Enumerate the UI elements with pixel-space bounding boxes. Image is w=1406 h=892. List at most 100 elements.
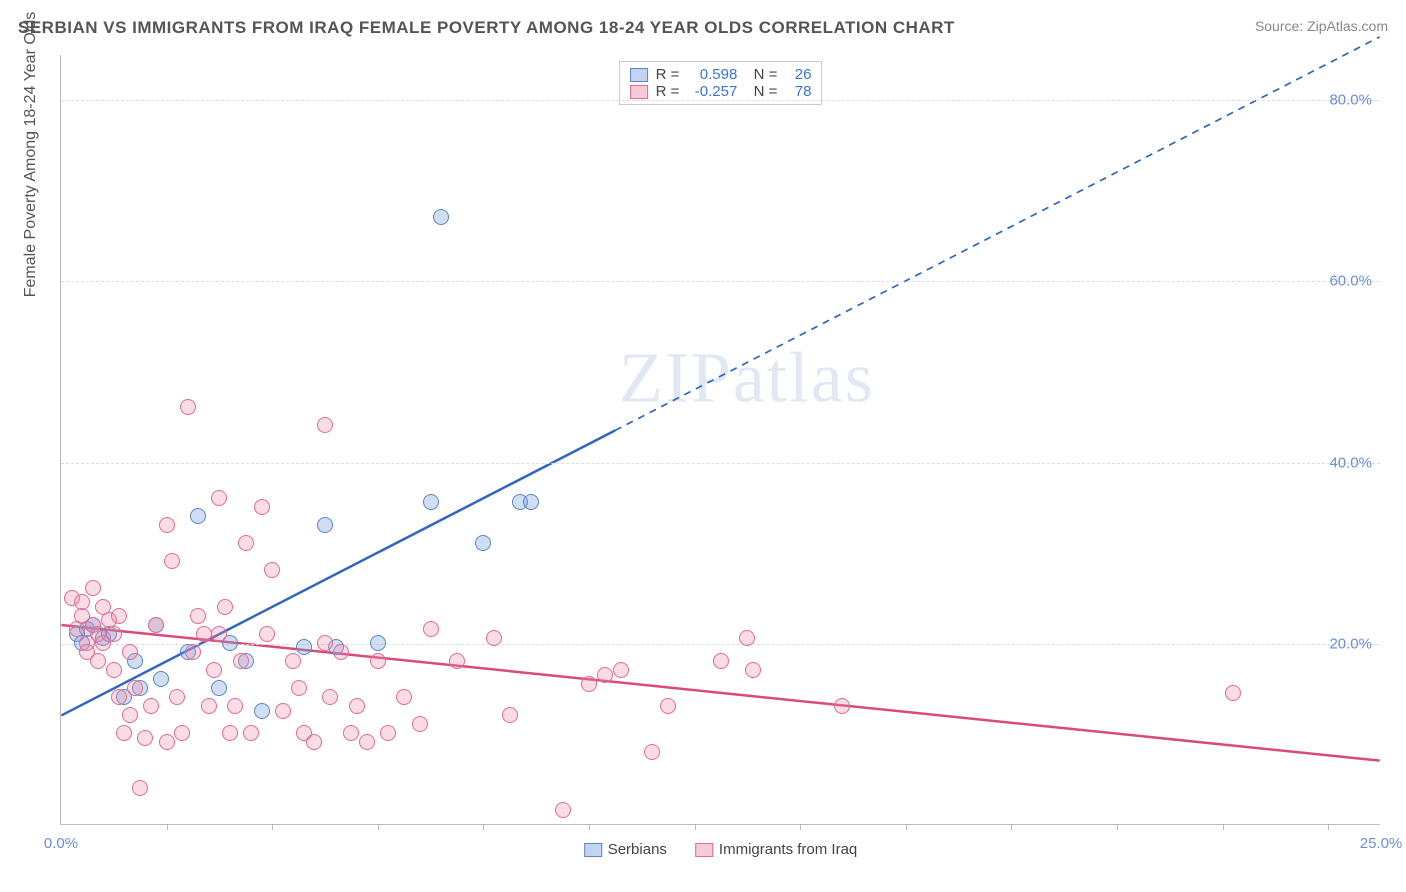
data-point — [486, 630, 502, 646]
gridline-h — [61, 100, 1380, 101]
x-minor-tick — [1223, 824, 1224, 830]
data-point — [211, 490, 227, 506]
gridline-h — [61, 281, 1380, 282]
data-point — [449, 653, 465, 669]
data-point — [222, 725, 238, 741]
data-point — [106, 662, 122, 678]
y-tick-label: 40.0% — [1329, 454, 1372, 471]
data-point — [317, 635, 333, 651]
data-point — [159, 517, 175, 533]
data-point — [713, 653, 729, 669]
data-point — [412, 716, 428, 732]
data-point — [275, 703, 291, 719]
data-point — [122, 707, 138, 723]
source-label: Source: ZipAtlas.com — [1255, 18, 1388, 34]
data-point — [370, 653, 386, 669]
data-point — [660, 698, 676, 714]
y-axis-title: Female Poverty Among 18-24 Year Olds — [22, 12, 40, 298]
data-point — [111, 689, 127, 705]
x-minor-tick — [272, 824, 273, 830]
x-tick-label: 25.0% — [1360, 835, 1403, 852]
data-point — [211, 680, 227, 696]
data-point — [233, 653, 249, 669]
data-point — [143, 698, 159, 714]
data-point — [254, 703, 270, 719]
legend-item-serbians: Serbians — [584, 841, 667, 858]
y-tick-label: 60.0% — [1329, 273, 1372, 290]
legend-swatch-pink — [695, 843, 713, 857]
data-point — [523, 494, 539, 510]
data-point — [90, 653, 106, 669]
data-point — [349, 698, 365, 714]
data-point — [433, 209, 449, 225]
x-minor-tick — [695, 824, 696, 830]
legend-item-iraq: Immigrants from Iraq — [695, 841, 857, 858]
data-point — [317, 517, 333, 533]
y-tick-label: 20.0% — [1329, 635, 1372, 652]
data-point — [106, 626, 122, 642]
data-point — [243, 725, 259, 741]
data-point — [613, 662, 629, 678]
data-point — [211, 626, 227, 642]
data-point — [396, 689, 412, 705]
x-minor-tick — [906, 824, 907, 830]
gridline-h — [61, 463, 1380, 464]
x-minor-tick — [483, 824, 484, 830]
data-point — [127, 680, 143, 696]
data-point — [201, 698, 217, 714]
data-point — [74, 594, 90, 610]
data-point — [132, 780, 148, 796]
data-point — [285, 653, 301, 669]
data-point — [296, 639, 312, 655]
data-point — [322, 689, 338, 705]
data-point — [423, 621, 439, 637]
data-point — [180, 399, 196, 415]
data-point — [185, 644, 201, 660]
y-tick-label: 80.0% — [1329, 92, 1372, 109]
data-point — [254, 499, 270, 515]
x-minor-tick — [589, 824, 590, 830]
data-point — [333, 644, 349, 660]
data-point — [217, 599, 233, 615]
data-point — [1225, 685, 1241, 701]
data-point — [475, 535, 491, 551]
data-point — [502, 707, 518, 723]
data-point — [343, 725, 359, 741]
data-point — [206, 662, 222, 678]
chart-container: SERBIAN VS IMMIGRANTS FROM IRAQ FEMALE P… — [0, 0, 1406, 892]
gridline-h — [61, 644, 1380, 645]
data-point — [380, 725, 396, 741]
data-point — [597, 667, 613, 683]
data-point — [644, 744, 660, 760]
data-point — [164, 553, 180, 569]
data-point — [153, 671, 169, 687]
data-point — [264, 562, 280, 578]
data-point — [306, 734, 322, 750]
data-point — [359, 734, 375, 750]
data-point — [137, 730, 153, 746]
data-point — [85, 580, 101, 596]
legend-label-serbians: Serbians — [608, 841, 667, 858]
data-point — [291, 680, 307, 696]
x-minor-tick — [167, 824, 168, 830]
data-point — [148, 617, 164, 633]
data-point — [370, 635, 386, 651]
x-minor-tick — [800, 824, 801, 830]
data-point — [190, 508, 206, 524]
data-point — [317, 417, 333, 433]
legend-label-iraq: Immigrants from Iraq — [719, 841, 857, 858]
chart-title: SERBIAN VS IMMIGRANTS FROM IRAQ FEMALE P… — [18, 18, 955, 38]
data-point — [122, 644, 138, 660]
data-point — [111, 608, 127, 624]
data-point — [196, 626, 212, 642]
data-point — [169, 689, 185, 705]
data-point — [238, 535, 254, 551]
data-point — [116, 725, 132, 741]
data-point — [581, 676, 597, 692]
data-point — [159, 734, 175, 750]
data-point — [95, 599, 111, 615]
x-minor-tick — [1117, 824, 1118, 830]
x-minor-tick — [1328, 824, 1329, 830]
data-point — [745, 662, 761, 678]
data-point — [834, 698, 850, 714]
